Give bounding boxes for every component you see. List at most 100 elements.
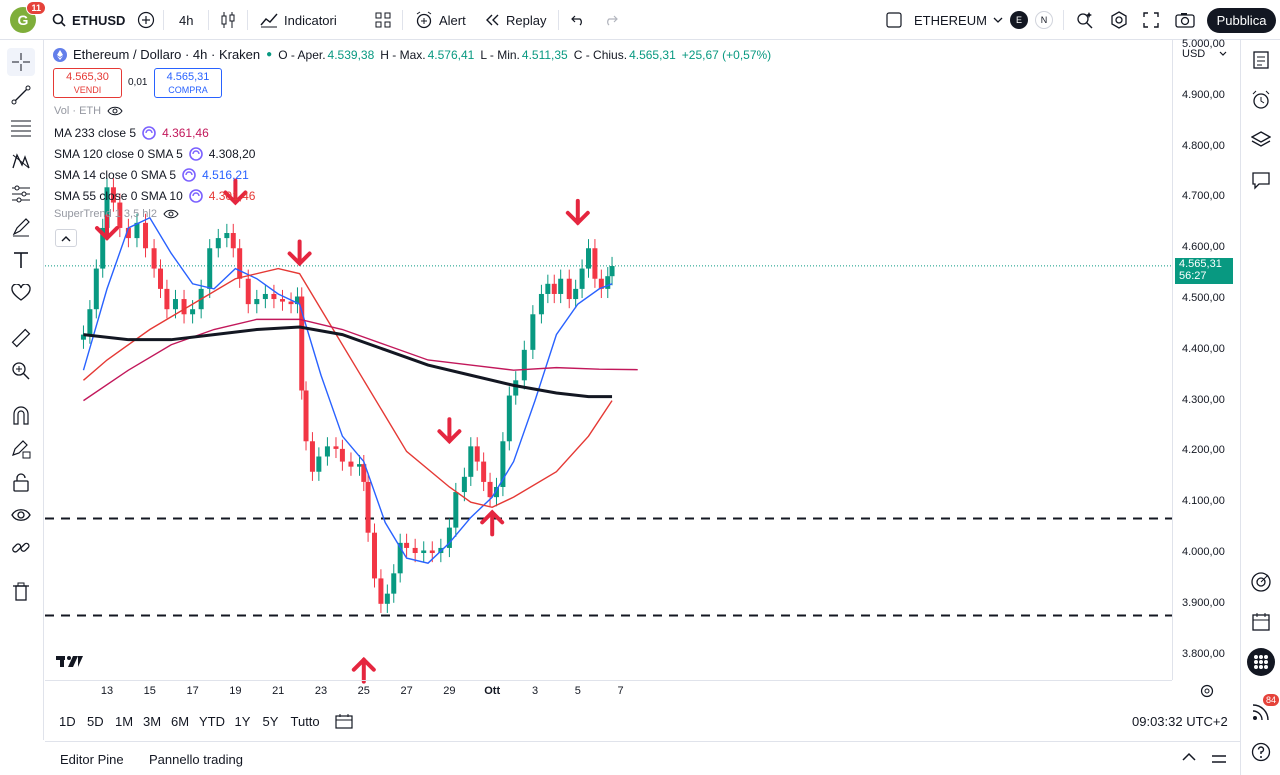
templates-button[interactable] [375,8,391,32]
calendar-button[interactable] [1247,608,1275,636]
lock-draw-tool[interactable] [7,435,35,463]
quick-search-button[interactable] [1076,8,1094,32]
range-button[interactable]: 5D [87,714,104,729]
range-button[interactable]: 6M [171,714,190,729]
forecast-tool[interactable] [7,180,35,208]
lock-tool[interactable] [7,468,35,496]
user-avatar[interactable]: G 11 [10,1,46,33]
chart-type-button[interactable] [220,8,236,32]
time-axis[interactable]: 13 15 17 19 21 23 25 27 29 Ott 3 5 7 [45,680,1172,700]
calendar-icon [1252,613,1270,631]
axis-settings-button[interactable] [1200,684,1214,698]
candle-body [271,293,277,300]
candle-body [309,441,315,472]
ma-line-ma-233 [83,318,638,402]
price-tick: 4.500,00 [1182,292,1225,305]
candle-body [493,486,499,498]
chart-pane[interactable]: Ethereum / Dollaro · 4h · Kraken ● O - A… [45,38,1240,700]
object-tree-button[interactable] [1247,126,1275,154]
indicators-button[interactable]: Indicatori [260,8,337,32]
link-tool[interactable] [7,534,35,562]
eye-off-icon[interactable] [163,208,179,220]
measure-tool[interactable] [7,324,35,352]
chevron-up-icon [61,235,71,241]
low-value: 4.511,35 [521,47,568,62]
supertrend-legend: SuperTrend 1 3,5 hl2 [54,208,179,220]
symbol-search[interactable]: ETHUSD [52,8,125,32]
trendline-tool[interactable] [7,81,35,109]
arrow-shape [480,509,505,537]
refresh-icon[interactable] [182,168,196,182]
fib-tool[interactable] [7,114,35,142]
arrow-up-marker [480,509,505,537]
price-chart[interactable] [45,40,1240,700]
refresh-icon[interactable] [188,147,203,161]
candle-body [87,309,93,335]
delete-tool[interactable] [7,578,35,606]
range-button[interactable]: 1D [59,714,76,729]
timezone-clock[interactable]: 09:03:32 UTC+2 [1132,714,1228,729]
arrow-down-marker [287,239,312,267]
zoom-tool[interactable] [7,357,35,385]
hotlist-button[interactable] [1247,568,1275,596]
indicator-legend-row[interactable]: SMA 55 close 0 SMA 10 4.301,46 [54,189,255,203]
maximize-icon [1212,755,1226,763]
watchlist-button[interactable] [1247,46,1275,74]
chat-button[interactable] [1247,166,1275,194]
range-button[interactable]: 1Y [234,714,251,729]
compare-button[interactable] [137,8,155,32]
candle-body [333,446,339,449]
collapse-legend-button[interactable] [55,229,77,247]
range-button[interactable]: 5Y [262,714,279,729]
sell-button[interactable]: 4.565,30 VENDI [53,68,122,98]
collapse-panel-button[interactable] [1182,752,1196,761]
candle-countdown: 56:27 [1179,269,1207,282]
replay-button[interactable]: Replay [484,8,546,32]
currency-select[interactable]: USD [1182,48,1227,60]
icons-tool[interactable] [7,279,35,307]
fullscreen-button[interactable] [1143,8,1159,32]
account-n-button[interactable]: N [1035,8,1053,32]
undo-button[interactable] [571,8,585,32]
layout-name: ETHEREUM [914,12,987,28]
redo-button[interactable] [604,8,618,32]
text-tool[interactable] [7,246,35,274]
layout-button[interactable]: ETHEREUM [886,8,1003,32]
range-button[interactable]: YTD [199,714,225,729]
price-axis[interactable]: USD 5.000,00 4.900,00 4.800,00 4.700,00 4.60… [1172,38,1240,680]
publish-button[interactable]: Pubblica [1207,8,1276,33]
alert-button[interactable]: Alert [415,8,466,32]
indicator-legend-row[interactable]: SMA 14 close 0 SMA 5 4.516,21 [54,168,249,182]
price-tick: 4.700,00 [1182,190,1225,203]
goto-date-button[interactable] [335,713,353,729]
maximize-panel-button[interactable] [1211,751,1227,767]
refresh-icon[interactable] [142,126,156,140]
trading-panel-tab[interactable]: Pannello trading [149,752,243,767]
eye-off-icon[interactable] [107,105,123,117]
range-button[interactable]: Tutto [290,714,320,729]
alerts-button[interactable] [1247,86,1275,114]
brush-icon [12,218,30,237]
products-button[interactable] [1247,648,1275,676]
magnet-tool[interactable] [7,402,35,430]
settings-button[interactable] [1110,8,1128,32]
snapshot-button[interactable] [1175,8,1195,32]
crosshair-tool[interactable] [7,48,35,76]
brush-tool[interactable] [7,213,35,241]
indicator-legend-row[interactable]: MA 233 close 5 4.361,46 [54,126,209,140]
refresh-icon[interactable] [188,189,203,203]
indicator-legend-row[interactable]: SMA 120 close 0 SMA 5 4.308,20 [54,147,255,161]
pine-editor-tab[interactable]: Editor Pine [60,752,124,767]
interval-button[interactable]: 4h [179,8,193,32]
ideas-stream-button[interactable]: 84 [1247,694,1280,726]
pattern-tool[interactable] [7,147,35,175]
account-e-button[interactable]: E [1010,8,1028,32]
visibility-tool[interactable] [7,501,35,529]
tradingview-logo[interactable] [56,653,84,669]
range-button[interactable]: 3M [143,714,162,729]
range-button[interactable]: 1M [115,714,134,729]
help-button[interactable] [1247,738,1275,766]
sell-label: VENDI [73,85,102,95]
indicators-icon [260,13,278,28]
buy-button[interactable]: 4.565,31 COMPRA [154,68,222,98]
